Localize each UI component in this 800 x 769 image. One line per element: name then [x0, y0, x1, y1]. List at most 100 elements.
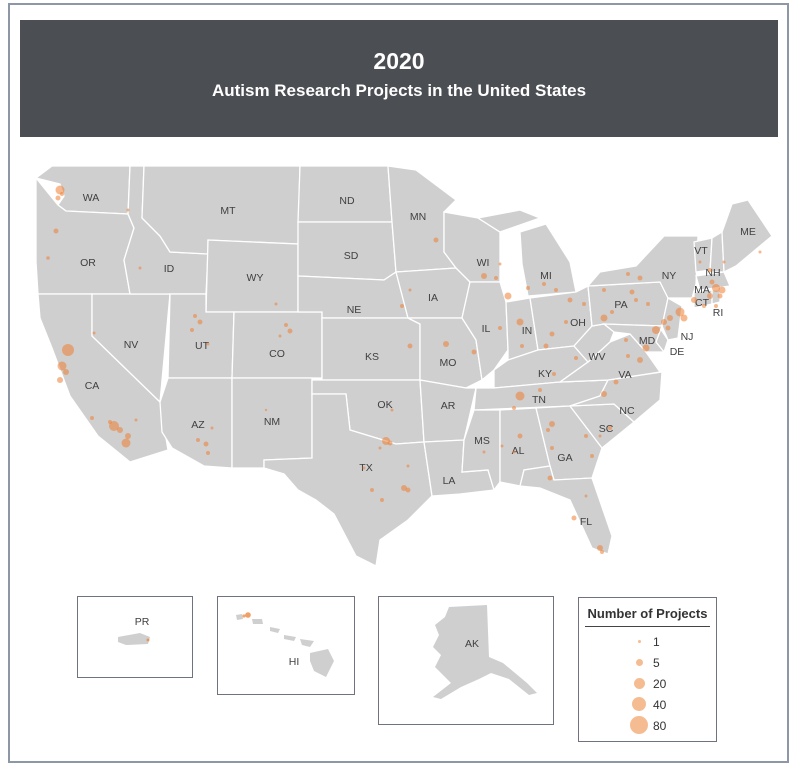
project-marker [702, 304, 706, 308]
project-marker [287, 328, 293, 334]
project-marker [433, 237, 439, 243]
project-marker [597, 545, 603, 551]
project-marker [661, 319, 667, 325]
project-marker [526, 286, 530, 290]
legend-value: 20 [653, 677, 667, 691]
project-marker [387, 440, 393, 446]
project-marker [57, 377, 63, 383]
project-marker [698, 260, 702, 264]
project-marker [574, 356, 578, 360]
project-marker [637, 357, 643, 363]
project-marker [626, 354, 630, 358]
project-marker [274, 302, 278, 306]
project-marker [498, 326, 502, 330]
project-marker [370, 488, 374, 492]
state-label-wy: WY [247, 272, 264, 284]
state-label-la: LA [443, 475, 456, 487]
state-label-in: IN [522, 325, 533, 337]
project-marker [498, 262, 502, 266]
project-marker [90, 416, 94, 420]
state-label-ny: NY [662, 270, 677, 282]
project-marker [709, 279, 715, 285]
project-marker [712, 284, 720, 292]
project-marker [708, 268, 712, 272]
project-marker [134, 418, 138, 422]
project-marker [590, 454, 594, 458]
state-label-ia: IA [428, 292, 438, 304]
hawaii-shape: HI [236, 612, 334, 677]
project-marker [408, 288, 412, 292]
inset-alaska: AK [378, 596, 554, 725]
project-marker [494, 276, 498, 280]
project-marker [642, 344, 650, 352]
project-marker [407, 343, 413, 349]
project-marker [515, 391, 525, 401]
project-marker [610, 310, 614, 314]
alaska-shape: AK [433, 605, 537, 699]
project-marker [378, 446, 382, 450]
state-label-il: IL [482, 323, 491, 335]
title-banner: 2020 Autism Research Projects in the Uni… [20, 20, 778, 137]
state-label-ma: MA [694, 284, 710, 296]
project-marker [401, 485, 407, 491]
state-label-ok: OK [377, 399, 392, 411]
project-marker [46, 256, 50, 260]
map-year-title: 2020 [373, 48, 425, 74]
legend-value: 40 [653, 698, 667, 712]
project-marker [362, 466, 366, 470]
project-marker [613, 379, 619, 385]
project-marker [646, 302, 650, 306]
project-marker [714, 304, 718, 308]
project-marker [549, 421, 555, 427]
project-marker [125, 433, 131, 439]
project-marker [197, 319, 203, 325]
legend-marker [634, 678, 645, 689]
project-marker [443, 341, 449, 347]
project-marker [543, 343, 549, 349]
state-label-de: DE [670, 346, 685, 358]
state-label-fl: FL [580, 516, 592, 528]
project-marker [564, 320, 568, 324]
legend: Number of Projects 1 5 20 40 80 [578, 597, 717, 742]
project-marker [665, 325, 671, 331]
state-ks [321, 317, 421, 381]
state-label-ks: KS [365, 351, 379, 363]
state-label-or: OR [80, 257, 96, 269]
inset-hawaii: HI [217, 596, 355, 695]
project-marker [629, 289, 635, 295]
project-marker [193, 314, 197, 318]
state-label-nm: NM [264, 416, 280, 428]
state-label-nv: NV [124, 339, 139, 351]
project-marker [264, 408, 268, 412]
state-pa [587, 281, 669, 327]
state-label-co: CO [269, 348, 285, 360]
project-marker [405, 487, 411, 493]
project-marker [538, 388, 542, 392]
project-marker [722, 260, 726, 264]
project-marker [634, 298, 638, 302]
project-marker [691, 297, 697, 303]
project-marker [57, 361, 67, 371]
state-label-nd: ND [339, 195, 355, 207]
state-label-sc: SC [599, 423, 614, 435]
state-label-tx: TX [359, 462, 372, 474]
project-marker [55, 195, 61, 201]
state-label-pa: PA [614, 299, 627, 311]
state-label-oh: OH [570, 317, 586, 329]
project-marker [380, 498, 384, 502]
state-label-me: ME [740, 226, 756, 238]
state-label-ne: NE [347, 304, 362, 316]
project-marker [602, 288, 606, 292]
legend-marker [630, 716, 648, 734]
legend-title: Number of Projects [587, 606, 708, 621]
project-marker [542, 282, 546, 286]
legend-row: 40 [579, 695, 718, 715]
state-label-ar: AR [441, 400, 456, 412]
state-ar [419, 379, 477, 443]
project-marker [608, 426, 612, 430]
state-label-mt: MT [220, 205, 236, 217]
state-label-sd: SD [344, 250, 359, 262]
project-marker [624, 338, 628, 342]
state-co [231, 311, 323, 379]
